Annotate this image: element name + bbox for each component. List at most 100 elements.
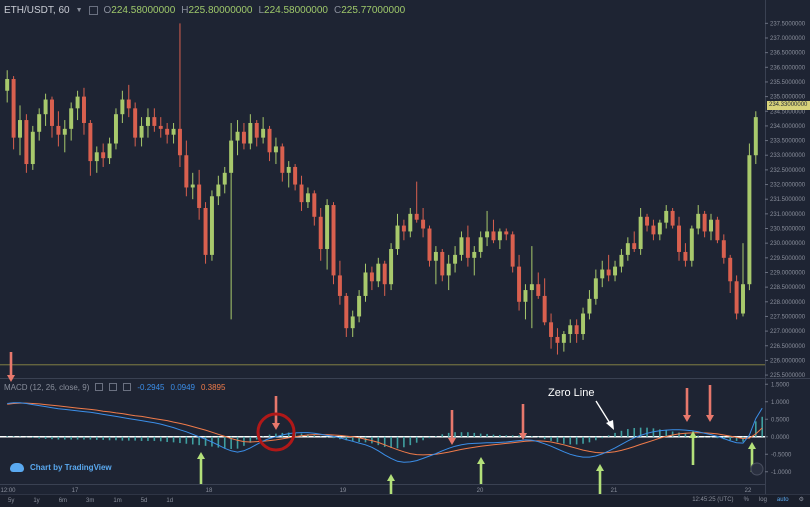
histogram-bar — [326, 437, 328, 438]
histogram-bar — [582, 437, 584, 444]
candle-body — [587, 299, 591, 314]
histogram-bar — [83, 437, 85, 440]
candle-body — [568, 325, 572, 334]
candle-body — [223, 173, 227, 185]
candle-body — [715, 220, 719, 241]
histogram-bar — [109, 437, 111, 441]
settings-square-icon[interactable] — [89, 6, 98, 15]
brand-text[interactable]: Chart by TradingView — [30, 463, 112, 472]
candle-body — [236, 132, 240, 141]
percent-toggle[interactable]: % — [744, 497, 749, 503]
candle-body — [56, 126, 60, 135]
candle-body — [312, 193, 316, 216]
candle-body — [50, 100, 54, 126]
zero-line-label: Zero Line — [548, 387, 594, 399]
candle-body — [440, 252, 444, 275]
candle-body — [306, 193, 310, 202]
timeframe-1m[interactable]: 1m — [113, 498, 121, 504]
candle-body — [101, 152, 105, 158]
histogram-bar — [45, 437, 47, 439]
candle-body — [658, 223, 662, 235]
candle-body — [671, 211, 675, 226]
candle-body — [696, 214, 700, 229]
candle-body — [5, 79, 9, 91]
candle-body — [300, 185, 304, 203]
price-tick-label: 226.0000000 — [770, 358, 806, 364]
candle-body — [645, 217, 649, 226]
price-tick-label: 227.5000000 — [770, 314, 806, 320]
timeframe-1y[interactable]: 1y — [33, 498, 39, 504]
candle-body — [600, 270, 604, 279]
price-tick-label: 236.5000000 — [770, 51, 806, 57]
timeframe-5y[interactable]: 5y — [8, 498, 14, 504]
candle-body — [709, 220, 713, 232]
histogram-bar — [58, 437, 60, 440]
last-price-tag: 234.33000000 — [767, 101, 810, 110]
macd-header: MACD (12, 26, close, 9) -0.2945 0.0949 0… — [4, 381, 225, 393]
histogram-bar — [621, 431, 623, 437]
histogram-bar — [672, 432, 674, 437]
histogram-bar — [493, 435, 495, 437]
histogram-bar — [13, 436, 15, 437]
histogram-bar — [685, 434, 687, 437]
macd-value: -0.2945 — [137, 383, 164, 392]
price-tick-label: 231.0000000 — [770, 212, 806, 218]
candle-body — [184, 155, 188, 187]
chevron-down-icon[interactable]: ▼ — [76, 7, 83, 14]
histogram-bar — [237, 437, 239, 449]
candle-body — [88, 123, 92, 161]
histogram-bar — [454, 432, 456, 437]
gear-icon[interactable]: ⚙ — [799, 496, 804, 503]
candle-body — [12, 79, 16, 138]
candle-body — [261, 129, 265, 138]
histogram-bar — [550, 437, 552, 441]
auto-toggle[interactable]: auto — [777, 497, 789, 503]
price-tick-label: 236.0000000 — [770, 65, 806, 71]
price-tick-label: 225.5000000 — [770, 373, 806, 379]
candle-body — [69, 108, 73, 129]
candle-body — [421, 220, 425, 229]
candle-body — [191, 185, 195, 188]
candle-body — [523, 290, 527, 302]
candle-body — [722, 240, 726, 258]
candle-body — [357, 296, 361, 317]
candle-body — [690, 229, 694, 261]
candle-body — [728, 258, 732, 281]
histogram-bar — [486, 434, 488, 437]
candle-body — [613, 267, 617, 276]
candle-body — [543, 296, 547, 322]
log-toggle[interactable]: log — [759, 497, 767, 503]
candle-body — [383, 264, 387, 285]
candle-body — [242, 132, 246, 144]
candle-body — [408, 214, 412, 232]
symbol-label[interactable]: ETH/USDT, 60 — [4, 5, 70, 16]
price-tick-label: 232.5000000 — [770, 168, 806, 174]
histogram-bar — [26, 437, 28, 438]
candle-body — [498, 231, 502, 240]
eye-icon[interactable] — [95, 383, 103, 391]
price-tick-label: 228.0000000 — [770, 300, 806, 306]
histogram-bar — [729, 437, 731, 441]
candle-body — [396, 226, 400, 249]
candle-body — [37, 114, 41, 132]
tradingview-brand[interactable]: Chart by TradingView — [10, 463, 112, 472]
price-tick-label: 226.5000000 — [770, 344, 806, 350]
candle-body — [632, 243, 636, 249]
candle-body — [364, 272, 368, 295]
timeframe-1d[interactable]: 1d — [166, 498, 173, 504]
timeframe-6m[interactable]: 6m — [59, 498, 67, 504]
price-tick-label: 232.0000000 — [770, 183, 806, 189]
candle-body — [453, 255, 457, 264]
timeframe-3m[interactable]: 3m — [86, 498, 94, 504]
candle-body — [651, 226, 655, 235]
symbol-header: ETH/USDT, 60 ▼ O224.58000000 H225.800000… — [4, 3, 405, 17]
settings-icon[interactable] — [109, 383, 117, 391]
histogram-bar — [154, 437, 156, 441]
histogram-bar — [269, 435, 271, 437]
timeframe-5d[interactable]: 5d — [141, 498, 148, 504]
close-icon[interactable] — [123, 383, 131, 391]
histogram-bar — [480, 434, 482, 437]
histogram-bar — [416, 437, 418, 443]
